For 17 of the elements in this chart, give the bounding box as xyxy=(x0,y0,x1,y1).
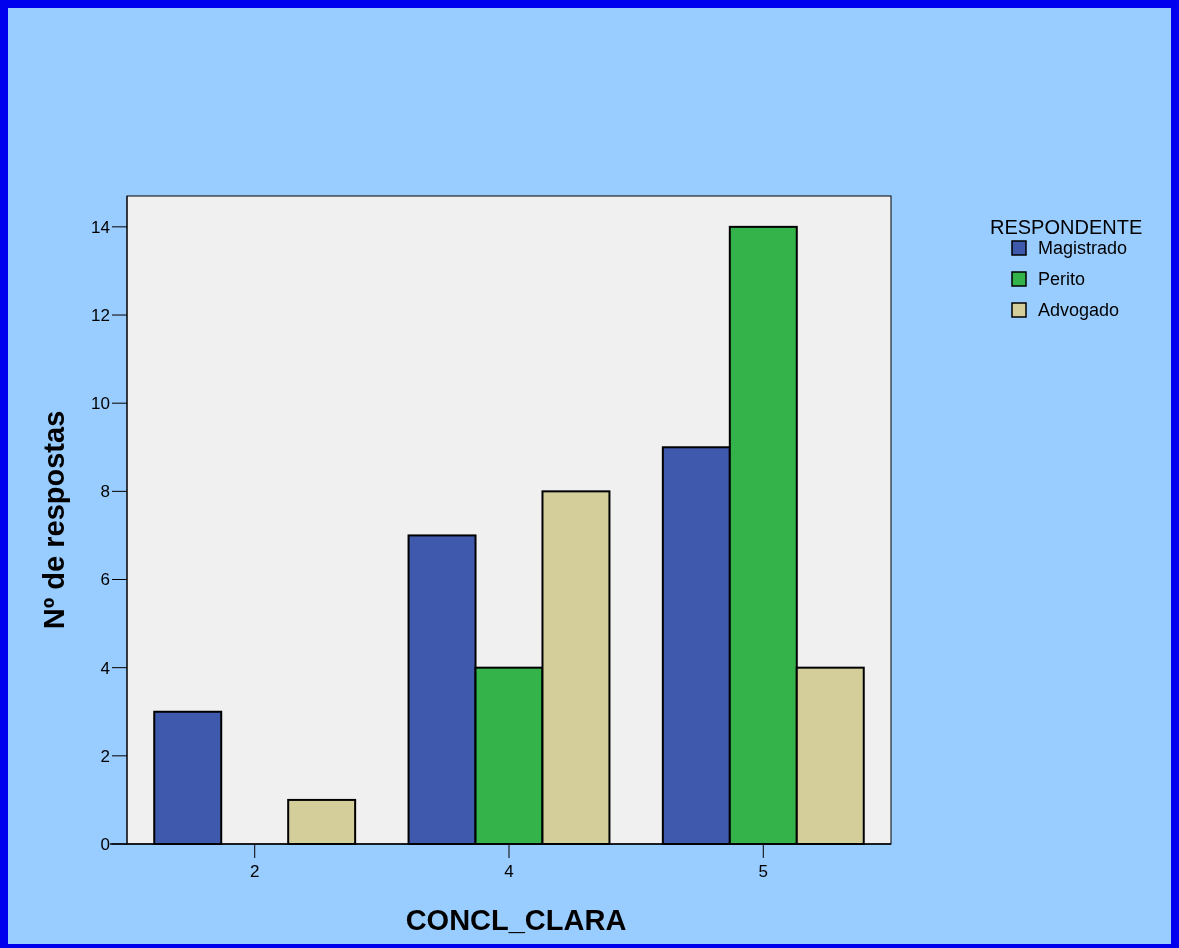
y-axis-title: Nº de respostas xyxy=(38,410,70,630)
legend-label: Perito xyxy=(1038,269,1086,290)
legend-label: Magistrado xyxy=(1038,238,1128,259)
y-tick-label: 8 xyxy=(100,482,110,502)
y-tick-label: 12 xyxy=(91,305,110,325)
y-tick-label: 4 xyxy=(100,658,110,678)
legend-label: Advogado xyxy=(1038,300,1120,321)
x-tick-label: 4 xyxy=(504,862,514,881)
y-tick-label: 0 xyxy=(100,834,110,854)
x-axis-title: CONCL_CLARA xyxy=(405,904,627,936)
y-tick-label: 14 xyxy=(91,217,110,237)
x-tick-label: 5 xyxy=(758,862,769,881)
legend-title: RESPONDENTE xyxy=(990,216,1143,238)
y-tick-label: 6 xyxy=(100,570,110,590)
x-tick-label: 2 xyxy=(249,862,260,881)
y-tick-label: 2 xyxy=(100,746,110,766)
y-tick-label: 10 xyxy=(91,394,110,414)
